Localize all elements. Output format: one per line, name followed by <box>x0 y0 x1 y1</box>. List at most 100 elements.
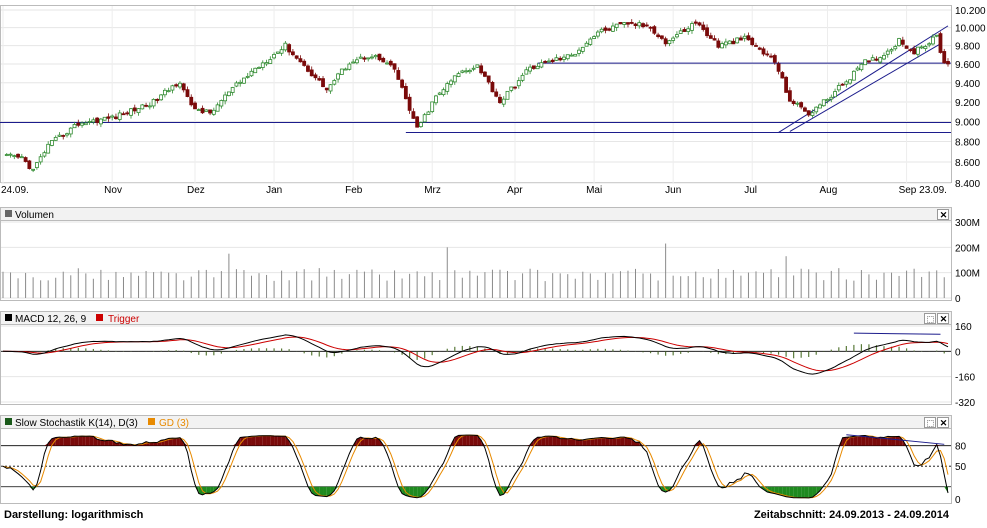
svg-text:✕: ✕ <box>940 314 948 324</box>
candle-body <box>171 86 174 90</box>
overbought-fill <box>854 436 858 446</box>
candle-body <box>770 56 773 57</box>
candle-body <box>352 62 355 63</box>
expand-icon[interactable]: ⬚ <box>925 418 936 428</box>
y-tick-label: 100M <box>955 269 980 280</box>
candle-body <box>834 92 837 97</box>
overbought-fill <box>278 436 282 446</box>
candle-body <box>416 117 419 127</box>
candle-body <box>431 102 434 112</box>
candle-body <box>58 135 61 136</box>
candle-body <box>261 63 264 68</box>
y-tick-label: 9.200 <box>955 98 980 109</box>
candle-body <box>32 169 35 170</box>
candle-body <box>856 68 859 70</box>
candle-body <box>224 95 227 101</box>
candle-body <box>777 64 780 71</box>
overbought-fill <box>474 435 478 445</box>
candle-body <box>84 123 87 125</box>
candle-body <box>62 135 65 136</box>
candle-body <box>894 46 897 48</box>
candle-body <box>766 54 769 55</box>
candle-body <box>66 134 69 135</box>
candle-body <box>472 68 475 69</box>
y-tick-label: 0 <box>955 495 961 506</box>
candle-body <box>604 28 607 30</box>
overbought-fill <box>613 438 617 446</box>
candle-body <box>521 75 524 80</box>
candle-body <box>389 61 392 65</box>
candle-body <box>288 45 291 52</box>
candle-body <box>630 22 633 23</box>
overbought-fill <box>251 436 255 446</box>
candle-body <box>864 60 867 65</box>
candle-body <box>555 58 558 61</box>
overbought-fill <box>466 435 470 446</box>
candle-body <box>329 85 332 91</box>
candle-body <box>160 95 163 100</box>
candle-body <box>574 54 577 56</box>
y-tick-label: 10.200 <box>955 6 986 17</box>
candle-body <box>837 85 840 89</box>
close-icon[interactable]: ✕ <box>938 210 949 221</box>
stoch-title-bar <box>1 416 952 429</box>
svg-text:✕: ✕ <box>940 418 948 428</box>
overbought-fill <box>176 438 180 446</box>
candle-body <box>773 56 776 63</box>
candle-body <box>830 97 833 99</box>
overbought-fill <box>86 436 90 446</box>
candle-body <box>600 29 603 31</box>
oversold-fill <box>323 487 327 497</box>
candle-body <box>529 67 532 71</box>
candle-body <box>687 29 690 32</box>
overbought-fill <box>861 436 865 446</box>
candle-body <box>510 87 513 90</box>
candle-body <box>216 105 219 111</box>
y-tick-label: 300M <box>955 218 980 229</box>
overbought-fill <box>259 436 263 446</box>
overbought-fill <box>560 439 564 446</box>
candle-body <box>137 109 140 113</box>
overbought-fill <box>267 436 271 446</box>
candle-body <box>758 48 761 49</box>
close-icon[interactable]: ✕ <box>938 418 949 429</box>
candle-body <box>882 55 885 59</box>
svg-text:✕: ✕ <box>940 210 948 220</box>
candle-body <box>559 58 562 60</box>
candle-body <box>235 83 238 86</box>
candle-body <box>156 99 159 100</box>
candle-body <box>811 113 814 116</box>
candle-body <box>322 79 325 87</box>
candle-body <box>852 71 855 80</box>
candle-body <box>879 58 882 62</box>
overbought-fill <box>248 436 252 445</box>
candle-body <box>438 93 441 94</box>
candle-body <box>706 28 709 36</box>
overbought-fill <box>263 436 267 446</box>
macd-title-bar <box>1 312 952 325</box>
candle-body <box>468 70 471 71</box>
volume-title-bar <box>1 208 952 221</box>
expand-icon[interactable]: ⬚ <box>925 314 936 324</box>
close-icon[interactable]: ✕ <box>938 314 949 325</box>
overbought-fill <box>605 438 609 446</box>
candle-body <box>920 47 923 48</box>
candle-body <box>476 65 479 67</box>
candle-body <box>461 71 464 72</box>
macd-legend-swatch <box>5 314 12 321</box>
overbought-fill <box>172 438 176 446</box>
candle-body <box>318 79 321 81</box>
overbought-fill <box>75 436 79 446</box>
candle-body <box>514 87 517 88</box>
candle-body <box>762 49 765 54</box>
candle-body <box>506 91 509 99</box>
candle-body <box>182 84 185 90</box>
candle-body <box>690 24 693 31</box>
y-tick-label: 50 <box>955 462 967 473</box>
macd-panel-frame <box>1 325 952 405</box>
candle-body <box>145 105 148 106</box>
candle-body <box>408 97 411 110</box>
candle-body <box>928 44 931 45</box>
candle-body <box>9 154 12 155</box>
